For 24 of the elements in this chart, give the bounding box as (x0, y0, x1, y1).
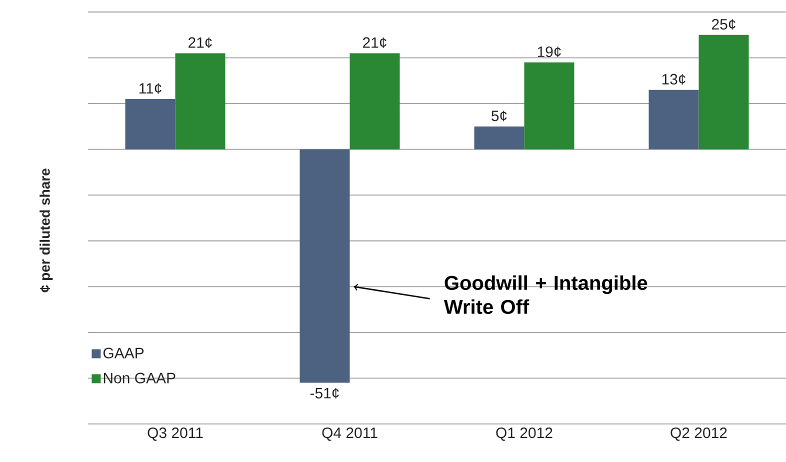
data-label: 19¢ (538, 46, 561, 58)
bar (350, 53, 400, 150)
legend-label: GAAP (103, 348, 144, 358)
bar (474, 126, 524, 150)
bar (175, 53, 226, 150)
data-label: 11¢ (139, 83, 162, 94)
data-label: 13¢ (662, 74, 686, 85)
bar (648, 90, 699, 150)
bar (300, 149, 350, 383)
x-tick-label: Q4 2011 (322, 428, 378, 441)
legend-label: Non GAAP (104, 372, 176, 384)
bar (125, 98, 176, 150)
data-label: 21¢ (188, 37, 212, 48)
x-tick-label: Q3 2011 (148, 428, 203, 441)
data-label: -51¢ (310, 388, 339, 399)
y-axis-title: ¢ per diluted share (40, 168, 53, 292)
bar (524, 62, 574, 150)
data-label: 21¢ (362, 37, 386, 48)
bar (698, 34, 749, 150)
data-label: 25¢ (712, 18, 736, 30)
data-label: 5¢ (492, 110, 507, 122)
x-tick-label: Q1 2012 (496, 428, 552, 441)
x-tick-label: Q2 2012 (670, 428, 727, 441)
annotation: Goodwill + Intangible Write Off (444, 275, 648, 314)
